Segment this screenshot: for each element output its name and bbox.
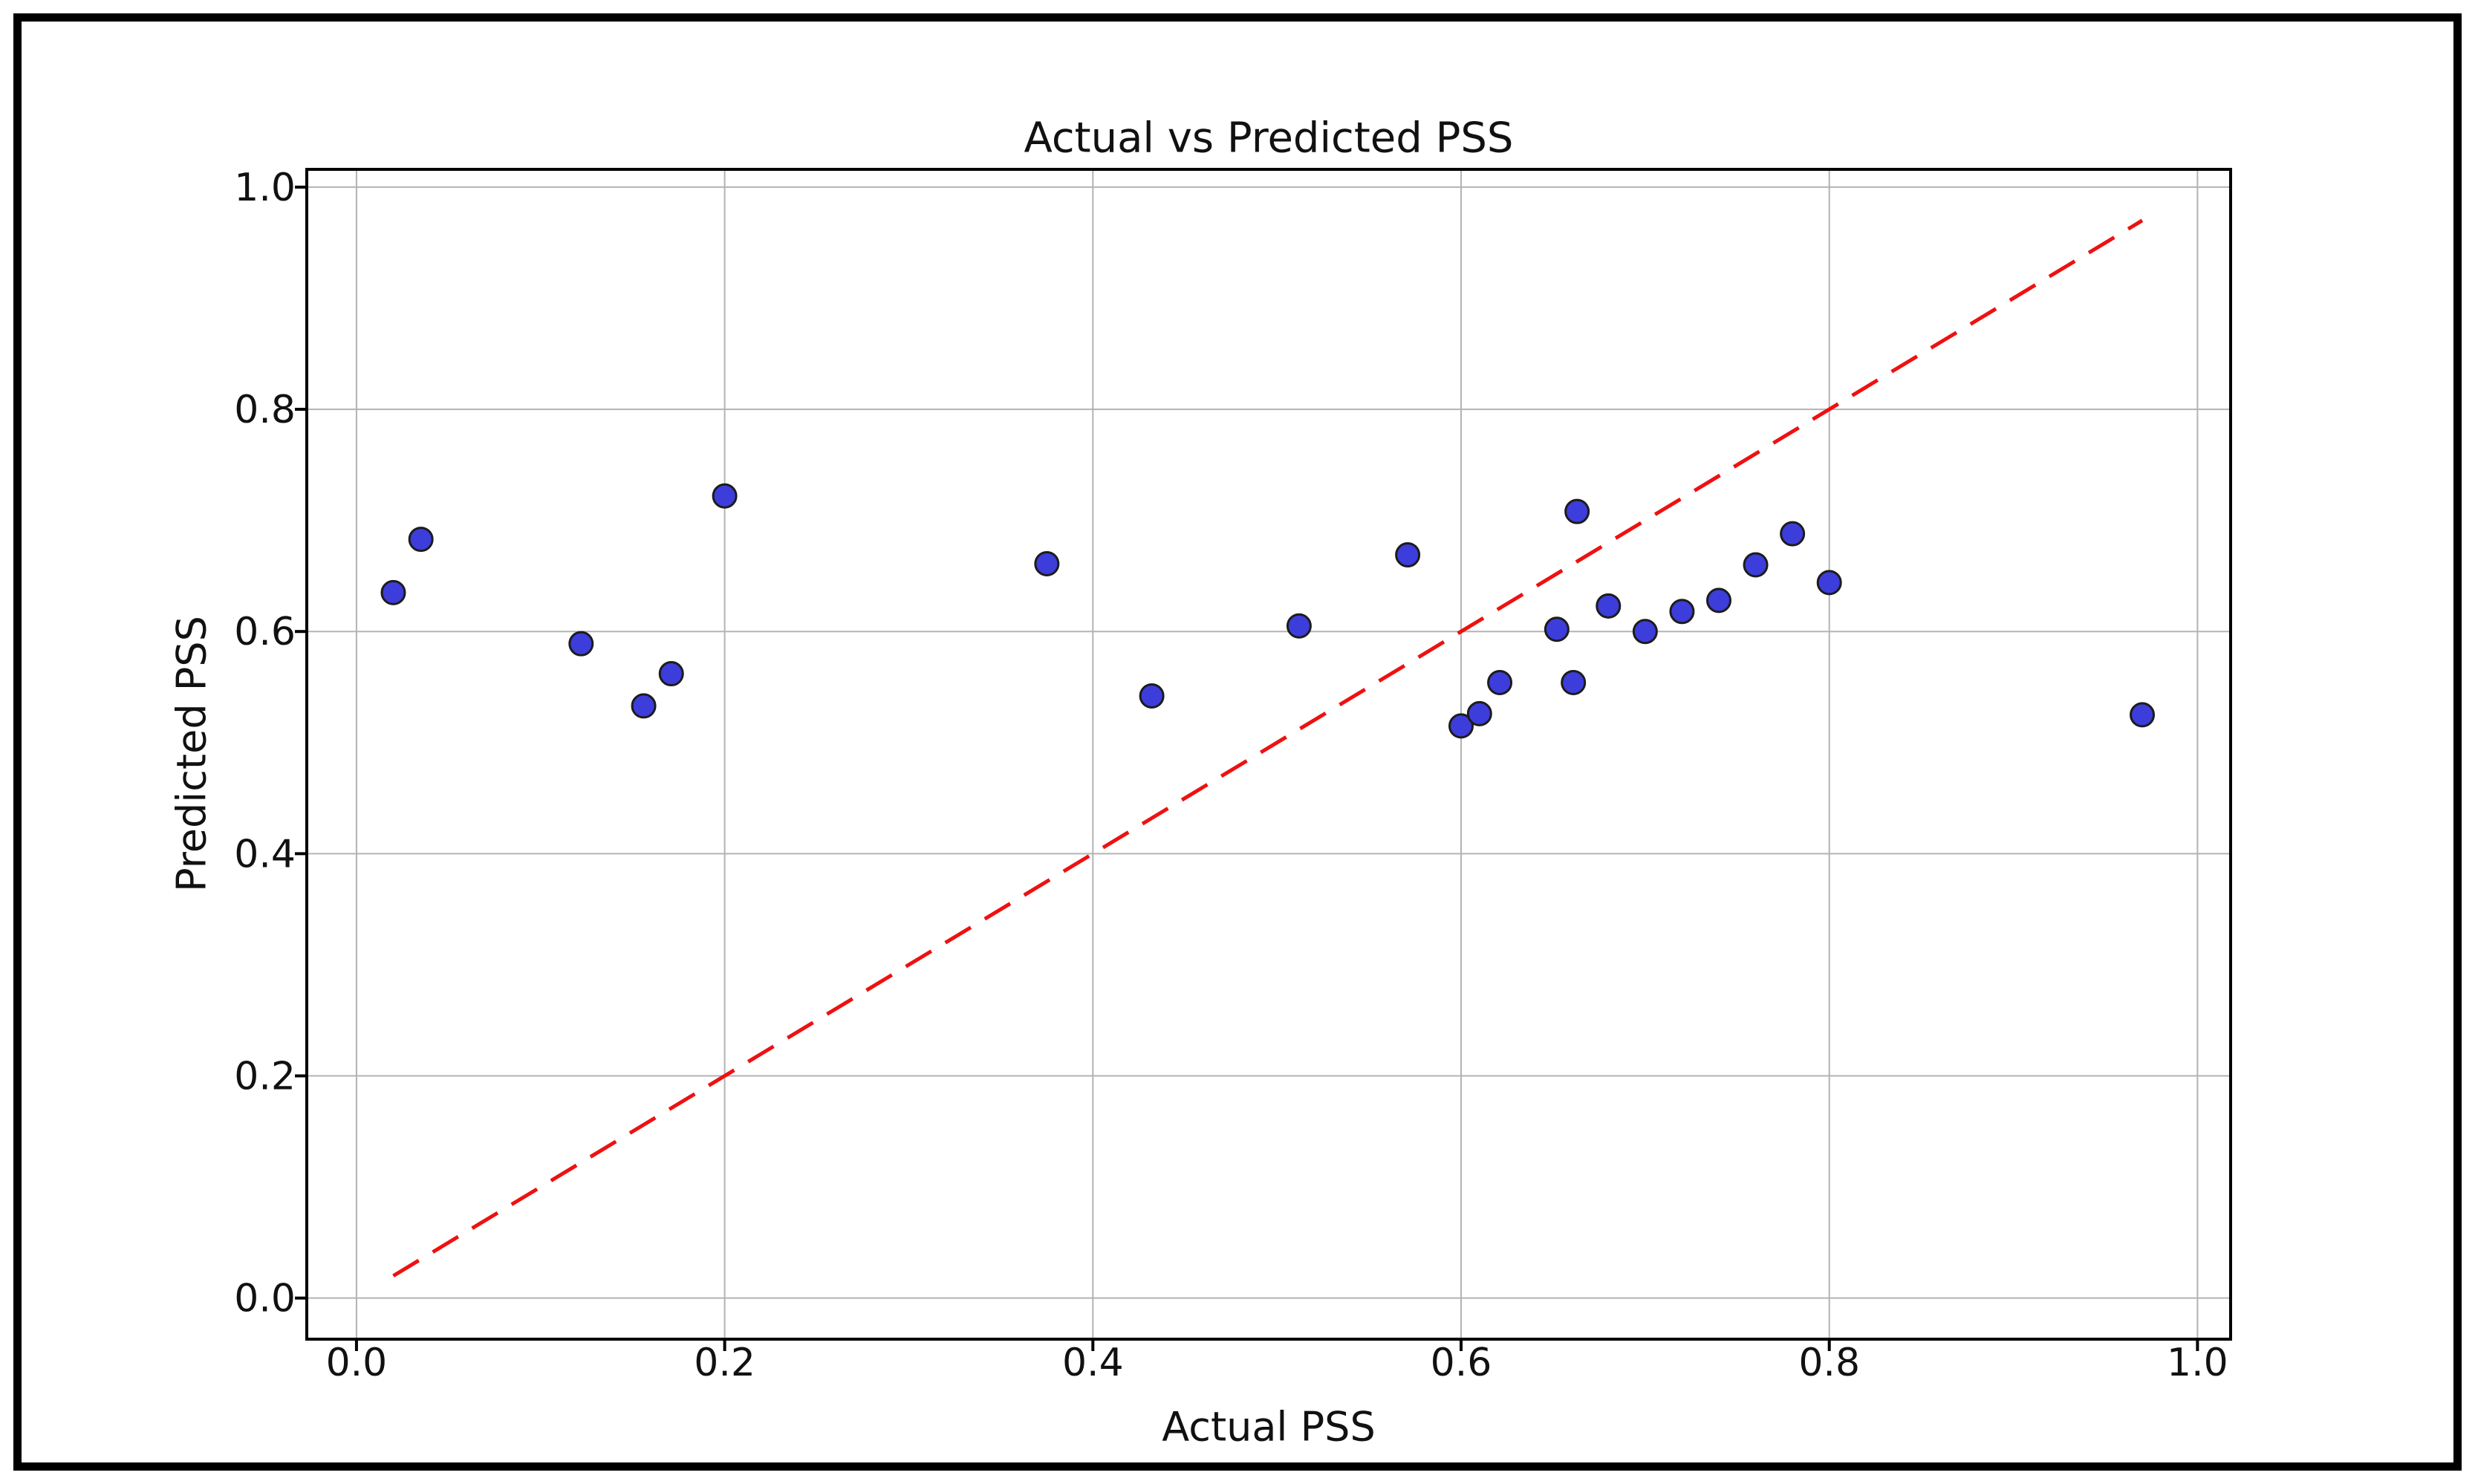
x-tick-label: 0.0: [326, 1341, 388, 1385]
scatter-point: [712, 483, 738, 509]
scatter-point: [1743, 552, 1769, 578]
scatter-point: [1395, 542, 1421, 568]
scatter-point: [1466, 700, 1492, 726]
scatter-point: [1705, 588, 1731, 614]
scatter-point: [1561, 670, 1587, 696]
y-tick-label: 0.8: [234, 388, 296, 432]
scatter-point: [1448, 713, 1474, 739]
scatter-point: [1632, 619, 1658, 645]
chart-title: Actual vs Predicted PSS: [1024, 114, 1514, 163]
identity-line: [392, 218, 2144, 1278]
scatter-point: [1139, 683, 1165, 709]
scatter-point: [408, 527, 434, 553]
scatter-point: [1286, 613, 1312, 639]
y-axis-label: Predicted PSS: [168, 616, 215, 892]
y-tick-label: 0.0: [234, 1277, 296, 1321]
scatter-point: [1564, 498, 1590, 524]
scatter-point: [1544, 616, 1570, 642]
scatter-point: [1816, 570, 1842, 596]
scatter-point: [1596, 593, 1622, 619]
scatter-point: [1669, 599, 1695, 625]
x-tick-label: 0.6: [1431, 1341, 1492, 1385]
y-tick-label: 0.2: [234, 1055, 296, 1099]
x-tick-label: 1.0: [2167, 1341, 2228, 1385]
y-tick-label: 1.0: [234, 166, 296, 210]
x-tick-label: 0.4: [1062, 1341, 1124, 1385]
y-tick-label: 0.6: [234, 610, 296, 654]
scatter-point: [568, 631, 594, 657]
scatter-point: [658, 661, 684, 687]
scatter-point: [380, 579, 406, 605]
figure-frame: [13, 13, 2462, 1471]
scatter-point: [1780, 521, 1806, 547]
scatter-point: [1487, 670, 1513, 696]
scatter-point: [631, 693, 657, 719]
axes-spines: [305, 168, 2232, 1341]
x-tick-label: 0.8: [1798, 1341, 1860, 1385]
x-axis-label: Actual PSS: [1162, 1403, 1376, 1451]
x-tick-label: 0.2: [694, 1341, 755, 1385]
scatter-point: [2130, 702, 2156, 728]
scatter-point: [1034, 550, 1060, 576]
y-tick-label: 0.4: [234, 832, 296, 876]
